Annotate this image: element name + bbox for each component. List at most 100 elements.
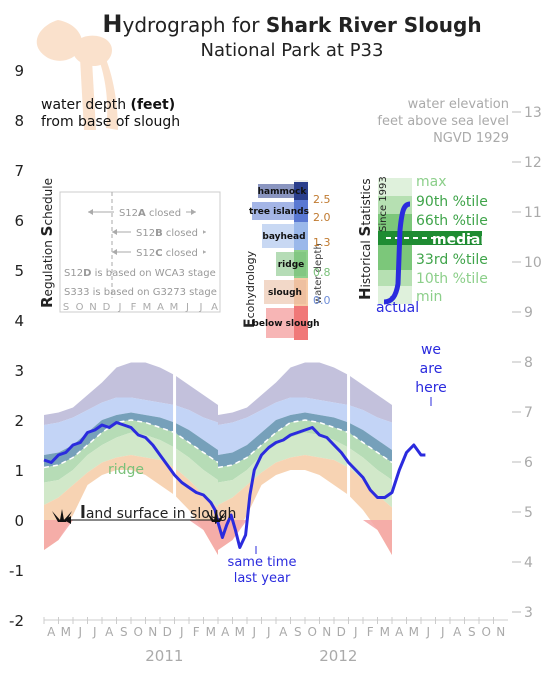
stat-legend-label: 90th %tile [416, 194, 488, 210]
x-month-label: S [294, 625, 302, 639]
x-month-label: O [308, 625, 317, 639]
regulation-note-s333: S333 is based on G3273 stage [64, 287, 217, 298]
x-month-label: M [380, 625, 390, 639]
same-time-label: same time [228, 555, 297, 570]
x-month-label: J [353, 625, 358, 639]
since-1993-label: Since 1993 [378, 176, 389, 232]
depth-tick-label: 0.0 [313, 294, 331, 307]
left-tick-label: 0 [14, 512, 24, 530]
left-tick-label: 1 [14, 462, 24, 480]
regulation-label-bg [114, 205, 186, 218]
median-line [217, 419, 393, 469]
stat-legend-label: max [416, 174, 447, 190]
are-label: are [420, 361, 443, 377]
percentile-bands [43, 360, 393, 600]
regulation-month-label: A [157, 302, 164, 313]
x-year-label: 2012 [319, 647, 357, 665]
zone-label: below slough [252, 319, 319, 329]
left-tick-label: 8 [14, 112, 24, 130]
page-subtitle: National Park at P33 [201, 40, 384, 61]
x-month-label: N [148, 625, 157, 639]
regulation-bar-label: S12C closed [136, 248, 198, 259]
x-month-label: J [425, 625, 430, 639]
depth-tick-label: 2.5 [313, 193, 331, 206]
x-month-label: J [179, 625, 184, 639]
left-tick-label: 4 [14, 312, 24, 330]
here-label: here [415, 380, 447, 396]
x-month-label: A [279, 625, 288, 639]
zone-swatch [264, 280, 306, 304]
right-axis-description-2: feet above sea level [377, 114, 509, 129]
regulation-arrow [191, 209, 196, 215]
page-title: Hydrograph for Shark River Slough [102, 10, 481, 38]
x-month-label: A [453, 625, 462, 639]
regulation-label-bg [131, 245, 203, 258]
regulation-month-label: J [199, 302, 203, 313]
regulation-schedule-title: Regulation Schedule [38, 178, 56, 308]
left-tick-label: -2 [9, 612, 24, 630]
regulation-month-label: D [103, 302, 111, 313]
stat-legend-label: min [416, 289, 442, 305]
left-axis-description-2: from base of slough [41, 114, 180, 130]
x-month-label: A [221, 625, 230, 639]
x-month-label: N [496, 625, 505, 639]
regulation-month-label: F [131, 302, 137, 313]
right-tick-label: 7 [524, 405, 533, 421]
right-axis-description-3: NGVD 1929 [433, 131, 509, 146]
right-tick-label: 4 [524, 555, 533, 571]
x-month-label: M [206, 625, 216, 639]
zone-swatch [276, 252, 306, 276]
x-month-label: F [367, 625, 374, 639]
regulation-month-label: J [118, 302, 122, 313]
x-month-label: D [337, 625, 346, 639]
left-axis: -2 -1 0 1 2 3 4 5 6 7 8 9 [9, 62, 24, 630]
zone-label: ridge [278, 260, 305, 270]
zone-label: hammock [258, 187, 308, 197]
water-depth-vertical-label: water depth [313, 243, 324, 304]
ecohydrology-panel: Ecohydrology hammock tree islands bayhead r… [242, 180, 331, 340]
left-tick-label: -1 [9, 562, 24, 580]
regulation-month-label: O [76, 302, 84, 313]
regulation-bar-label: S12A closed [119, 208, 181, 219]
we-label: we [421, 342, 441, 358]
right-axis: 3 4 5 6 7 8 9 10 11 12 13 [512, 105, 542, 621]
zone-label: bayhead [262, 232, 305, 242]
zone-swatch [252, 202, 306, 220]
land-surface-label: land surface in slough [80, 503, 236, 523]
stat-legend-label: 10th %tile [416, 271, 488, 287]
x-month-label: F [193, 625, 200, 639]
x-month-label: A [105, 625, 114, 639]
actual-legend-label: actual [376, 300, 419, 316]
ridge-label: ridge [108, 462, 144, 478]
band-below-land [218, 520, 392, 555]
regulation-label-bg [131, 225, 203, 238]
regulation-month-label: M [143, 302, 152, 313]
left-tick-label: 6 [14, 212, 24, 230]
right-tick-label: 12 [524, 155, 542, 171]
bird-left-icon [52, 509, 72, 522]
right-tick-label: 6 [524, 455, 533, 471]
zone-label: slough [268, 288, 302, 298]
left-tick-label: 9 [14, 62, 24, 80]
actual-sample-line [383, 201, 411, 305]
right-tick-label: 9 [524, 305, 533, 321]
depth-tick-label: 1.3 [313, 236, 331, 249]
right-tick-label: 8 [524, 355, 533, 371]
x-month-label: J [77, 625, 82, 639]
zone-swatch [258, 184, 306, 198]
x-month-label: A [47, 625, 56, 639]
zone-swatch [262, 224, 306, 248]
depth-tick-label: 2.0 [313, 211, 331, 224]
x-month-label: S [120, 625, 128, 639]
actual-water-depth-line [43, 421, 426, 549]
x-month-label: O [482, 625, 491, 639]
zone-label: tree islands [249, 207, 309, 217]
left-tick-label: 5 [14, 262, 24, 280]
x-month-label: D [163, 625, 172, 639]
regulation-bar-label: S12B closed [136, 228, 198, 239]
tree-illustration-icon [36, 20, 118, 130]
historical-statistics-panel: Historical Statistics Since 1993 max 90th… [356, 174, 490, 316]
depth-tick-label: 0.8 [313, 266, 331, 279]
